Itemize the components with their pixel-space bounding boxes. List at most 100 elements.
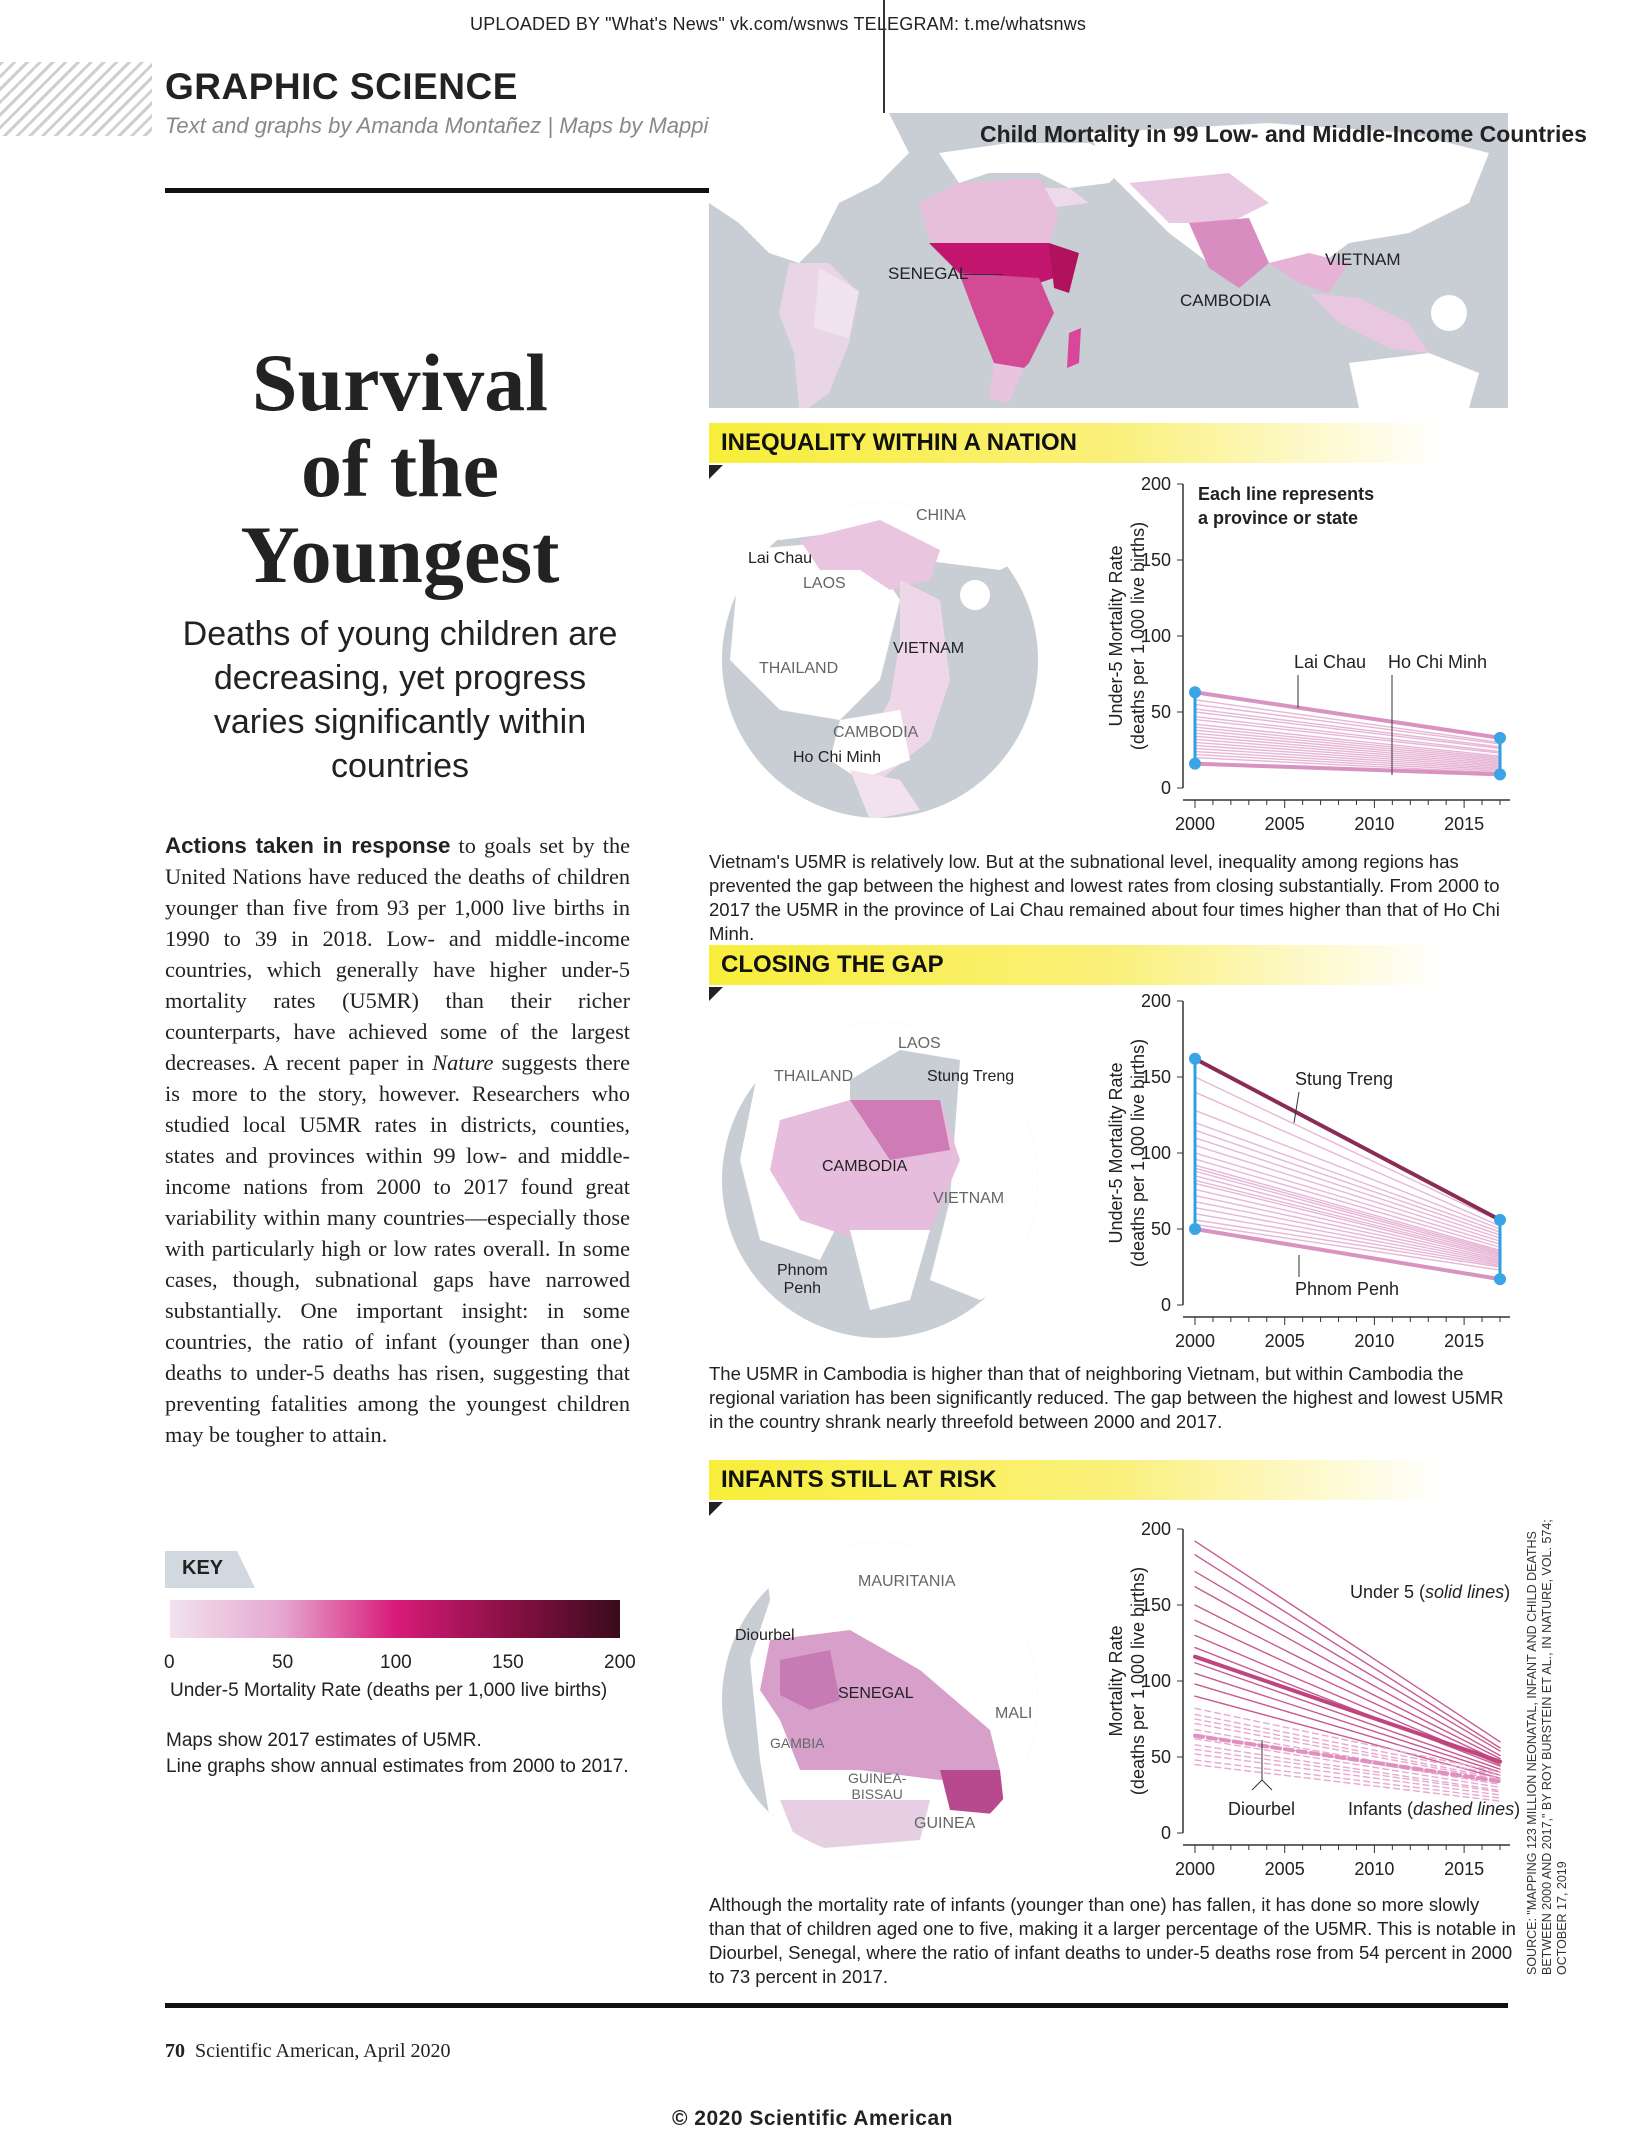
key-label: KEY: [182, 1557, 224, 1579]
province-line: [1194, 729, 1501, 760]
under5-line: [1194, 1604, 1501, 1760]
infant-line: [1194, 1707, 1501, 1773]
province-line: [1194, 741, 1501, 766]
under5-line: [1194, 1570, 1501, 1752]
x-tick-label: 2010: [1354, 1331, 1394, 1351]
diourbel-under5-line: [1193, 1654, 1502, 1764]
province-line: [1194, 708, 1501, 748]
province-line: [1194, 1091, 1501, 1227]
map-label: Lai Chau: [748, 550, 813, 567]
range-endpoint: [1494, 1273, 1506, 1286]
senegal-chart: Mortality Rate (deaths per 1,000 live bir…: [1106, 1519, 1520, 1879]
province-line: [1194, 1188, 1501, 1261]
section-caption: Vietnam's U5MR is relatively low. But at…: [709, 851, 1500, 944]
y-tick-label: 100: [1141, 1143, 1171, 1163]
range-endpoint: [1494, 768, 1506, 781]
infant-line: [1194, 1728, 1501, 1784]
x-tick-label: 2000: [1175, 814, 1215, 834]
map-label: Diourbel: [735, 1627, 795, 1644]
annotation-diourbel: Diourbel: [1228, 1799, 1295, 1819]
title-line: Survival: [251, 337, 549, 428]
x-tick-label: 2005: [1265, 1859, 1305, 1879]
province-line: [1194, 1182, 1501, 1259]
province-line: [1194, 1170, 1501, 1255]
province-line: [1194, 1158, 1501, 1248]
y-tick-label: 50: [1151, 1219, 1171, 1239]
annotation-under5: Under 5 (solid lines): [1350, 1582, 1510, 1602]
heading-corner: [709, 465, 723, 479]
y-tick-label: 0: [1161, 778, 1171, 798]
province-line: [1194, 1194, 1501, 1262]
y-tick-label: 200: [1141, 474, 1171, 494]
y-tick-label: 0: [1161, 1823, 1171, 1843]
europe-shape: [939, 143, 1129, 188]
cambodia-locator-map: [722, 1022, 1038, 1338]
range-endpoint: [1189, 686, 1201, 699]
map-label: GUINEA- BISSAU: [848, 1770, 906, 1802]
key-caption: Under-5 Mortality Rate (deaths per 1,000…: [170, 1680, 608, 1701]
page-number: 70: [165, 2040, 185, 2062]
infant-line: [1194, 1744, 1501, 1792]
province-line: [1194, 1179, 1501, 1258]
annotation-leader: [1293, 1091, 1300, 1124]
province-line: [1194, 1200, 1501, 1264]
province-line: [1194, 744, 1501, 768]
annotation-leader: [1251, 1740, 1273, 1791]
annotation-infants-italic: dashed lines: [1413, 1799, 1514, 1819]
highlight-line: [1193, 690, 1502, 740]
section-caption: The U5MR in Cambodia is higher than that…: [709, 1363, 1504, 1432]
x-tick-label: 2015: [1444, 1859, 1484, 1879]
y-tick-label: 100: [1141, 626, 1171, 646]
range-endpoint: [1189, 1223, 1201, 1235]
annotation-under5-italic: solid lines: [1425, 1582, 1504, 1602]
province-line: [1194, 747, 1501, 769]
y-tick-label: 50: [1151, 1747, 1171, 1767]
province-line: [1194, 715, 1501, 753]
annotation-infants-suffix: ): [1514, 1799, 1520, 1819]
key-tick: 0: [164, 1652, 175, 1673]
infant-line: [1194, 1753, 1501, 1796]
map-label: VIETNAM: [893, 640, 965, 657]
y-axis-label-line: Mortality Rate: [1106, 1625, 1126, 1736]
province-line: [1194, 735, 1501, 763]
map-label: Phnom Penh: [777, 1262, 828, 1298]
map-label: LAOS: [803, 575, 846, 592]
heading-corner: [709, 1502, 723, 1516]
y-axis-label: Under-5 Mortality Rate (deaths per 1,000 …: [1106, 1039, 1148, 1267]
x-tick-label: 2015: [1444, 814, 1484, 834]
province-line: [1194, 1137, 1501, 1239]
key-tick: 150: [492, 1652, 524, 1673]
annotation-stung-treng: Stung Treng: [1295, 1069, 1393, 1089]
y-axis-label-line: (deaths per 1,000 live births): [1128, 522, 1148, 750]
map-label: MALI: [995, 1705, 1033, 1722]
province-line: [1194, 1175, 1501, 1256]
header-divider: [883, 0, 885, 130]
under5-line: [1194, 1619, 1501, 1763]
infant-line: [1194, 1713, 1501, 1776]
province-line: [1194, 1109, 1501, 1230]
leader-line: [963, 274, 1003, 275]
infant-line: [1194, 1763, 1501, 1802]
map-label: VIETNAM: [933, 1190, 1005, 1207]
department-title: GRAPHIC SCIENCE: [165, 66, 518, 107]
map-label-line: BISSAU: [851, 1786, 903, 1802]
infant-line: [1194, 1722, 1501, 1781]
chart-note-line: a province or state: [1198, 508, 1358, 528]
key-note: Maps show 2017 estimates of U5MR. Line g…: [166, 1728, 629, 1780]
y-tick-label: 100: [1141, 1671, 1171, 1691]
y-tick-label: 200: [1141, 1519, 1171, 1539]
province-line: [1194, 723, 1501, 757]
hatch-decoration: [0, 62, 152, 136]
y-axis-label-line: Under-5 Mortality Rate: [1106, 1062, 1126, 1243]
body-lead: Actions taken in response: [165, 833, 451, 858]
section-heading: CLOSING THE GAP: [709, 945, 1441, 985]
under5-line: [1194, 1586, 1501, 1757]
province-line: [1194, 750, 1501, 771]
annotation-infants: Infants (dashed lines): [1348, 1799, 1520, 1819]
publication: Scientific American, April 2020: [195, 2040, 451, 2062]
province-line: [1194, 1152, 1501, 1245]
map-label: Ho Chi Minh: [793, 749, 882, 766]
title-line: Youngest: [240, 509, 560, 600]
under5-line: [1194, 1672, 1501, 1773]
body-text: to goals set by the United Nations have …: [165, 833, 630, 1075]
